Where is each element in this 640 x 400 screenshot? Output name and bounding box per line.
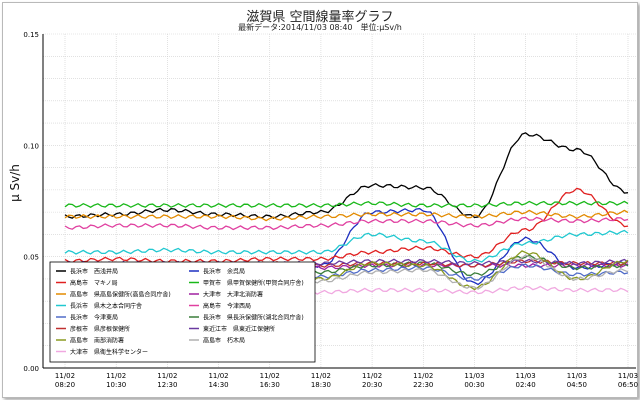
chart-subtitle: 最新データ:2014/11/03 08:40 単位:μSv/h xyxy=(238,23,402,32)
y-tick-label: 0.15 xyxy=(23,31,39,39)
series-line xyxy=(64,229,629,263)
x-tick-label: 11/02 xyxy=(55,372,75,380)
legend-label: 長浜市 西浅井局 xyxy=(70,268,118,276)
series-line xyxy=(64,132,629,219)
legend-label: 東近江市 県東近江保健所 xyxy=(203,325,275,333)
x-tick-label: 11/02 xyxy=(413,372,433,380)
legend-box xyxy=(49,261,316,363)
x-tick-label: 04:50 xyxy=(567,381,587,389)
legend-label: 大津市 大津北消防署 xyxy=(203,291,263,299)
x-tick-label: 00:30 xyxy=(464,381,484,389)
x-tick-label: 11/02 xyxy=(208,372,228,380)
legend-label: 高島市 マキノ局 xyxy=(70,279,118,287)
legend-label: 甲賀市 県甲賀保健所(甲賀合同庁舎) xyxy=(203,279,304,287)
legend-label: 長浜市 県木之本合同庁舎 xyxy=(70,302,142,310)
legend-label: 高島市 今津西局 xyxy=(203,302,251,310)
legend-label: 大津市 県衛生科学センター xyxy=(70,348,148,356)
x-tick-label: 11/03 xyxy=(464,372,484,380)
x-tick-label: 11/03 xyxy=(618,372,638,380)
legend-label: 高島市 朽木局 xyxy=(203,337,245,345)
x-tick-label: 11/02 xyxy=(106,372,126,380)
chart-title: 滋賀県 空間線量率グラフ xyxy=(246,10,394,25)
legend-label: 長浜市 県長浜保健所(湖北合同庁舎) xyxy=(203,314,304,322)
x-tick-label: 20:30 xyxy=(362,381,382,389)
x-tick-label: 18:30 xyxy=(311,381,331,389)
series-line xyxy=(64,187,629,264)
legend-label: 彦根市 県彦根保健所 xyxy=(70,325,130,333)
legend-label: 高島市 県高島保健所(高島合同庁舎) xyxy=(70,291,171,299)
x-tick-label: 12:30 xyxy=(157,381,177,389)
y-tick-label: 0.10 xyxy=(23,142,39,150)
y-tick-label: 0.00 xyxy=(23,365,39,373)
legend-label: 長浜市 今津東局 xyxy=(70,314,118,322)
x-tick-label: 08:20 xyxy=(55,381,75,389)
x-tick-label: 22:30 xyxy=(413,381,433,389)
series-line xyxy=(64,200,629,208)
x-tick-label: 11/02 xyxy=(311,372,331,380)
legend-label: 長浜市 余呉局 xyxy=(203,268,245,276)
x-tick-label: 14:30 xyxy=(208,381,228,389)
x-tick-label: 10:30 xyxy=(106,381,126,389)
x-tick-label: 02:40 xyxy=(516,381,536,389)
x-tick-label: 16:30 xyxy=(260,381,280,389)
x-tick-label: 11/02 xyxy=(260,372,280,380)
x-tick-label: 11/03 xyxy=(516,372,536,380)
legend-label: 高島市 南部消防署 xyxy=(70,337,124,345)
x-tick-label: 11/02 xyxy=(362,372,382,380)
x-tick-label: 11/03 xyxy=(567,372,587,380)
series-line xyxy=(64,209,629,222)
series-line xyxy=(64,216,629,231)
x-tick-label: 06:50 xyxy=(618,381,638,389)
y-tick-label: 0.05 xyxy=(23,254,39,262)
x-tick-label: 11/02 xyxy=(157,372,177,380)
